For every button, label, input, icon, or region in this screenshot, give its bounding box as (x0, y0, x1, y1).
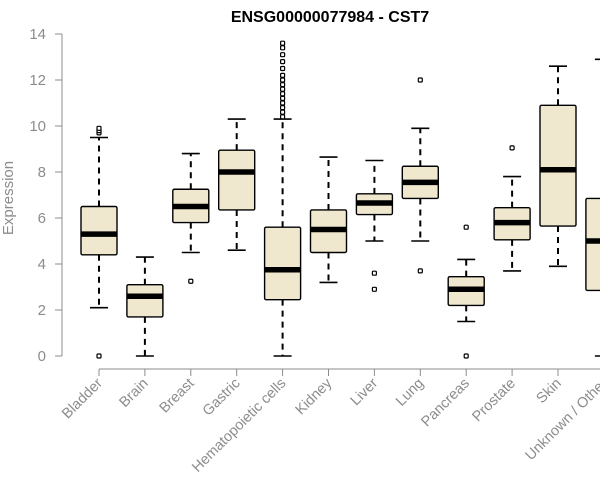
x-tick-label: Pancreas (418, 376, 473, 431)
x-tick-label: Breast (157, 376, 198, 417)
box-breast (172, 152, 210, 284)
x-tick-label: Liver (348, 375, 382, 409)
y-tick-label: 2 (38, 302, 46, 319)
box-brain (126, 256, 164, 357)
y-tick-label: 6 (38, 210, 46, 227)
outlier-point (463, 224, 469, 230)
outlier-point (280, 91, 286, 97)
box-pancreas (447, 224, 485, 359)
iqr-box (217, 149, 256, 211)
x-tick-label: Skin (534, 376, 565, 407)
iqr-box (126, 284, 164, 318)
x-tick-label: Lung (393, 376, 427, 410)
outlier-point (371, 270, 377, 276)
y-tick-label: 0 (38, 348, 46, 365)
outlier-point (280, 86, 286, 92)
box-lung (401, 77, 439, 274)
y-axis: 0 2 4 6 8 10 12 14 (29, 26, 63, 365)
outlier-point (417, 77, 423, 83)
box-kidney (309, 156, 348, 284)
outlier-point (280, 109, 286, 115)
plot-area (80, 40, 600, 359)
outlier-point (280, 81, 286, 88)
y-tick-label: 4 (38, 256, 46, 273)
outlier-point (280, 95, 286, 102)
outlier-point (96, 353, 102, 359)
x-tick-label: Bladder (59, 375, 106, 422)
outlier-point (463, 353, 469, 359)
box-gastric (217, 118, 256, 251)
x-tick-label: Prostate (469, 376, 518, 425)
box-skin (539, 65, 577, 268)
box-unknown-other (585, 58, 600, 357)
box-hematopoietic-cells (263, 40, 302, 357)
y-tick-label: 8 (38, 164, 46, 181)
x-tick-label: Brain (116, 376, 151, 411)
box-bladder (80, 125, 118, 359)
y-tick-label: 12 (29, 72, 46, 89)
outlier-point (280, 58, 286, 65)
y-tick-label: 14 (29, 26, 46, 43)
outlier-point (96, 125, 102, 131)
y-axis-label: Expression (0, 161, 17, 235)
x-tick-label: Gastric (200, 376, 244, 420)
box-prostate (493, 145, 531, 272)
y-tick-label: 10 (29, 118, 46, 135)
outlier-point (188, 278, 194, 284)
iqr-box (263, 226, 302, 301)
chart-title: ENSG00000077984 - CST7 (231, 9, 429, 26)
iqr-box (585, 197, 600, 292)
outlier-point (280, 77, 286, 83)
outlier-point (371, 286, 377, 292)
box-liver (355, 159, 394, 292)
outlier-point (280, 40, 286, 46)
outlier-point (280, 45, 286, 51)
outlier-point (509, 145, 515, 151)
outlier-point (280, 100, 286, 106)
iqr-box (80, 205, 118, 256)
x-tick-label: Kidney (293, 375, 336, 418)
outlier-point (280, 52, 286, 58)
outlier-point (280, 114, 286, 120)
iqr-box (539, 104, 577, 227)
outlier-point (417, 268, 423, 274)
outlier-point (280, 65, 286, 72)
outlier-point (280, 104, 286, 111)
outlier-point (280, 72, 286, 79)
